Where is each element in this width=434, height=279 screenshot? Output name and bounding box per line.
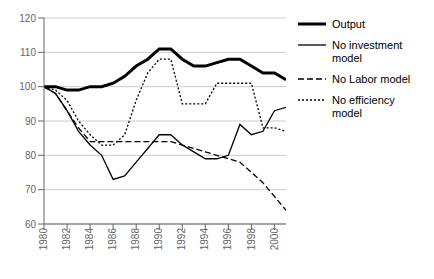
html-text:Output: Output: [332, 18, 365, 30]
svg-text:100: 100: [19, 81, 36, 92]
html-text:No investment: No investment: [332, 39, 403, 51]
svg-text:1998: 1998: [246, 228, 257, 251]
svg-text:1994: 1994: [199, 228, 210, 251]
html-text:model: model: [332, 107, 362, 119]
svg-text:1992: 1992: [176, 228, 187, 251]
html-text:model: model: [332, 52, 362, 64]
svg-text:1988: 1988: [130, 228, 141, 251]
svg-text:1984: 1984: [84, 228, 95, 251]
svg-text:1986: 1986: [107, 228, 118, 251]
svg-text:90: 90: [25, 116, 37, 127]
svg-text:80: 80: [25, 150, 37, 161]
svg-text:1996: 1996: [222, 228, 233, 251]
svg-text:2000: 2000: [269, 228, 280, 251]
svg-text:1990: 1990: [153, 228, 164, 251]
html-text:No efficiency: No efficiency: [332, 94, 395, 106]
html-text:No Labor model: No Labor model: [332, 73, 411, 85]
svg-text:60: 60: [25, 219, 37, 230]
svg-text:1982: 1982: [61, 228, 72, 251]
svg-text:70: 70: [25, 184, 37, 195]
svg-text:120: 120: [19, 13, 36, 24]
svg-text:110: 110: [20, 47, 36, 58]
svg-text:1980: 1980: [38, 228, 49, 251]
